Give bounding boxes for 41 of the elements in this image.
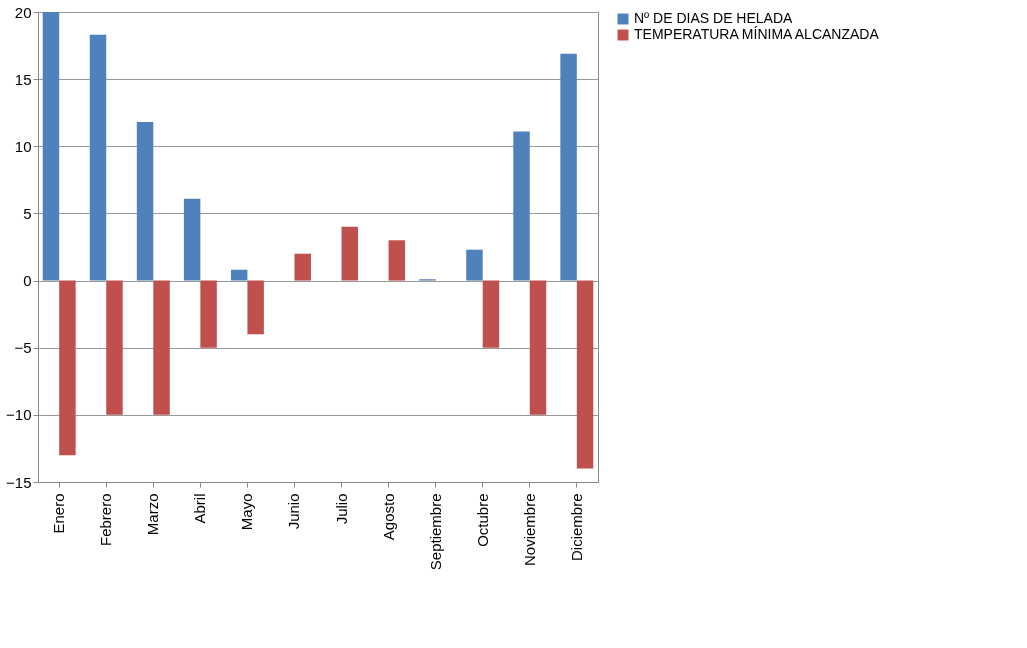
bar [529, 280, 547, 415]
bar [513, 131, 530, 281]
bar [230, 269, 248, 281]
y-tick-label: 20 [14, 3, 32, 21]
x-tick-label: Enero [50, 493, 68, 534]
bar [89, 34, 107, 281]
legend-label: TEMPERATURA MÍNIMA ALCANZADA [634, 26, 880, 42]
y-tick-label: 5 [23, 204, 32, 222]
x-tick-label: Septiembre [426, 493, 444, 571]
x-tick-label: Febrero [97, 493, 115, 547]
bar [388, 240, 406, 281]
bar [200, 280, 217, 348]
x-tick-label: Marzo [144, 493, 162, 536]
y-tick-label: −10 [6, 406, 32, 424]
x-tick-label: Abril [191, 493, 209, 524]
x-tick-label: Noviembre [520, 493, 538, 567]
bar [106, 280, 123, 415]
bar [136, 122, 154, 281]
x-tick-label: Octubre [473, 493, 491, 547]
bar [247, 280, 264, 335]
bar [42, 12, 60, 281]
bar [576, 280, 594, 469]
x-tick-label: Mayo [238, 493, 256, 531]
y-tick-label: −15 [6, 473, 32, 491]
bar [466, 249, 483, 281]
bar [183, 198, 201, 281]
bar [294, 253, 311, 281]
bar [341, 226, 358, 281]
x-tick-label: Junio [285, 493, 303, 530]
y-tick-label: 15 [14, 70, 32, 88]
x-tick-label: Julio [332, 493, 350, 525]
bar [153, 280, 170, 415]
legend-label: Nº DE DIAS DE HELADA [634, 10, 794, 26]
bar [59, 280, 76, 456]
x-tick-label: Diciembre [567, 493, 585, 562]
bar [482, 280, 500, 348]
y-tick-label: −5 [14, 339, 32, 357]
y-tick-label: 10 [14, 137, 32, 155]
x-tick-label: Agosto [379, 493, 397, 541]
y-tick-label: 0 [23, 272, 32, 290]
bar [560, 53, 577, 281]
